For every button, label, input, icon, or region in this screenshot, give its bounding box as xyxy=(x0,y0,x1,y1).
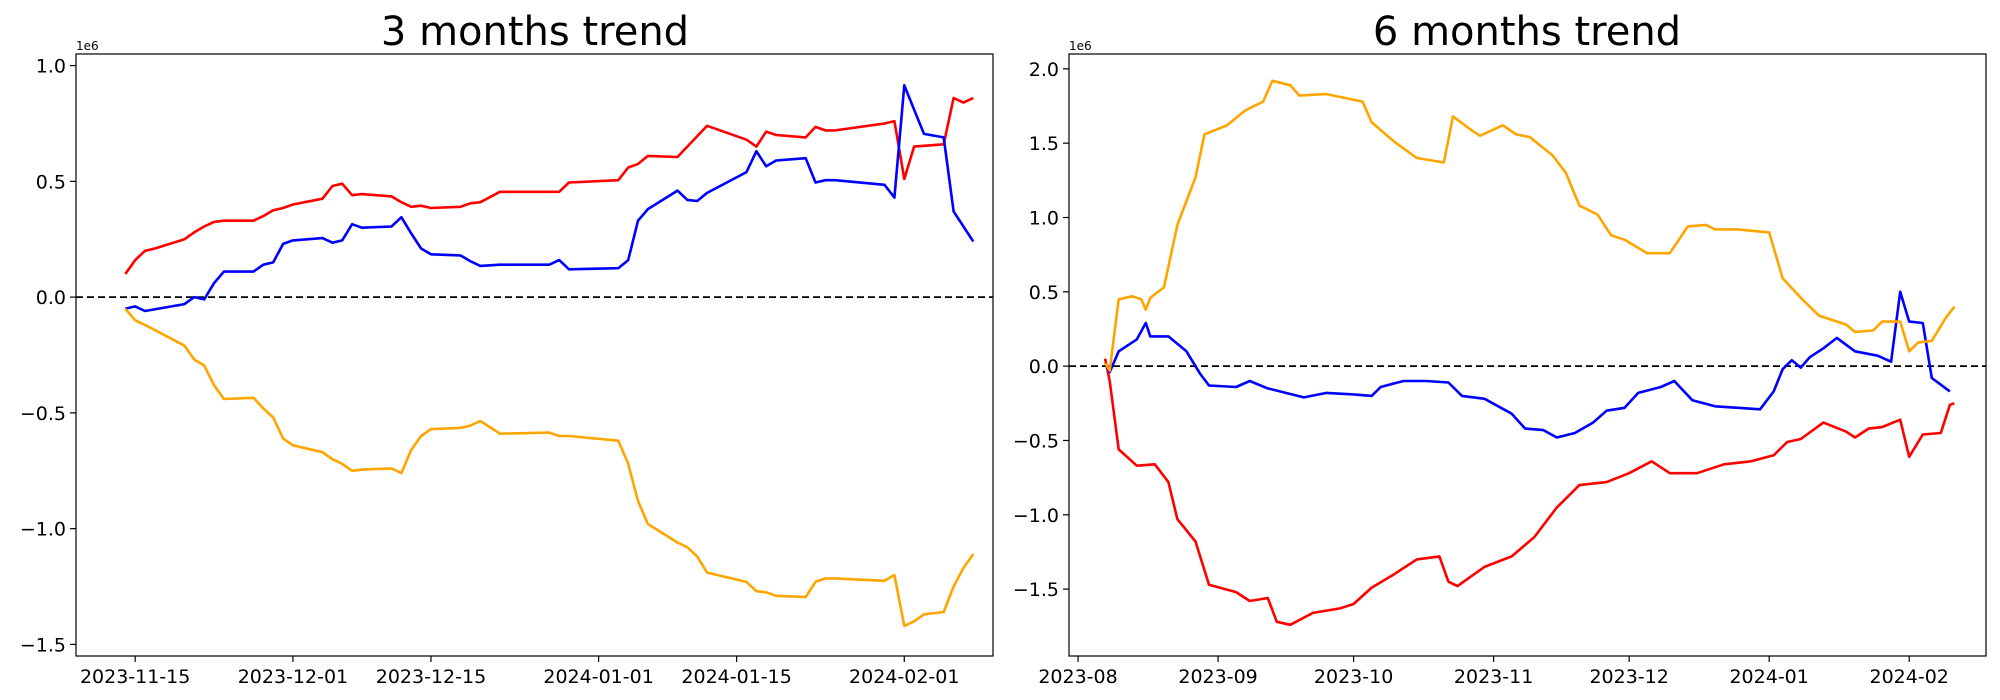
y-axis: 2.0 1.5 1.0 0.5 0.0 −0.5 −1.0 −1.5 xyxy=(1013,59,1069,601)
x-tick-label: 2023-12-01 xyxy=(238,666,348,688)
x-tick-label: 2023-08 xyxy=(1038,666,1117,688)
series-line-3 xyxy=(1103,79,1956,372)
axes-frame xyxy=(1068,53,1987,657)
y-tick-label: 0.5 xyxy=(1029,282,1059,304)
x-axis: 2023-11-15 2023-12-01 2023-12-15 2024-01-01… xyxy=(80,656,959,688)
chart-title: 6 months trend xyxy=(1373,9,1681,55)
y-tick-label: 0.5 xyxy=(36,171,66,193)
x-axis: 2023-08 2023-09 2023-10 2023-11 2023-12 2024-… xyxy=(1038,656,1949,688)
y-tick-label: 1.0 xyxy=(36,56,66,78)
y-axis: 1.0 0.5 0.0 −0.5 −1.0 −1.5 xyxy=(20,56,76,656)
x-tick-label: 2023-10 xyxy=(1314,666,1393,688)
chart-6-months: 6 months trend 1e6 2023-08 2023-09 2023-10… xyxy=(1013,9,1987,688)
y-tick-label: −1.0 xyxy=(1013,505,1059,527)
x-tick-label: 2023-11 xyxy=(1454,666,1533,688)
series-line-3 xyxy=(124,307,975,628)
y-tick-label: 0.0 xyxy=(36,287,66,309)
y-scale-offset: 1e6 xyxy=(76,39,99,53)
x-tick-label: 2024-02 xyxy=(1870,666,1949,688)
axes-frame xyxy=(75,53,994,657)
series-line-2 xyxy=(1103,290,1951,439)
series-line-2 xyxy=(125,84,975,313)
chart-3-months: 3 months trend 1e6 2023-11-15 2023-12-01 2… xyxy=(20,9,994,688)
y-tick-label: 0.0 xyxy=(1029,356,1059,378)
x-tick-label: 2023-11-15 xyxy=(80,666,190,688)
series-line-1 xyxy=(1103,358,1955,627)
x-tick-label: 2024-01-15 xyxy=(681,666,791,688)
y-tick-label: 1.0 xyxy=(1029,208,1059,230)
y-tick-label: −0.5 xyxy=(20,403,66,425)
y-tick-label: 1.5 xyxy=(1029,133,1059,155)
x-tick-label: 2023-12 xyxy=(1589,666,1668,688)
y-scale-offset: 1e6 xyxy=(1069,39,1092,53)
x-tick-label: 2024-01-01 xyxy=(543,666,653,688)
x-tick-label: 2024-02-01 xyxy=(849,666,959,688)
x-tick-label: 2024-01 xyxy=(1729,666,1808,688)
y-tick-label: −0.5 xyxy=(1013,430,1059,452)
series-line-1 xyxy=(124,96,974,275)
plot-area xyxy=(76,84,993,628)
x-tick-label: 2023-09 xyxy=(1178,666,1257,688)
y-tick-label: −1.5 xyxy=(20,634,66,656)
plot-area xyxy=(1069,79,1986,627)
chart-title: 3 months trend xyxy=(381,9,689,55)
y-tick-label: −1.0 xyxy=(20,519,66,541)
y-tick-label: 2.0 xyxy=(1029,59,1059,81)
y-tick-label: −1.5 xyxy=(1013,579,1059,601)
x-tick-label: 2023-12-15 xyxy=(376,666,486,688)
